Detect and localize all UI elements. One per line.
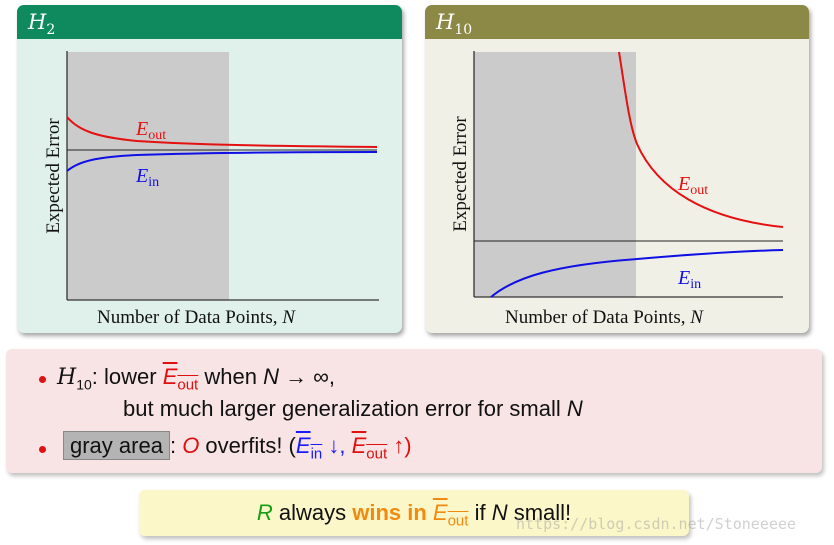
panel-h2: H2 Eout Ein Expected Error Number of Dat… <box>17 5 402 333</box>
ein-label: Ein <box>677 267 701 292</box>
bullet-dot-1 <box>39 376 46 383</box>
panel-h10-header: H10 <box>425 5 809 39</box>
panel-h10-body: Eout Ein Expected Error Number of Data P… <box>425 39 809 333</box>
panel-h2-title: H <box>28 10 47 34</box>
bullet-box: H10: lower Eout when N → ∞, but much lar… <box>6 349 822 473</box>
gray-area <box>67 52 229 300</box>
panel-h2-header: H2 <box>17 5 402 39</box>
panel-h2-body: Eout Ein Expected Error Number of Data P… <box>17 39 402 333</box>
ein-curve <box>66 151 378 172</box>
watermark: https://blog.csdn.net/Stoneeeee <box>516 515 796 533</box>
x-axis-label: Number of Data Points, N <box>97 307 296 328</box>
eout-curve <box>66 116 378 148</box>
gray-area-badge: gray area <box>63 431 170 460</box>
panel-h10: H10 Eout Ein Expected Error Number of Da… <box>425 5 809 333</box>
conclusion-box: R always wins in Eout if N small! <box>139 490 689 536</box>
bullet-2: gray area: O overfits! (Ein ↓, Eout ↑) <box>63 431 412 462</box>
conclusion-text: R always wins in Eout if N small! <box>256 500 572 530</box>
learning-curve-plot-h10: Eout Ein Expected Error Number of Data P… <box>450 51 784 328</box>
eout-label: Eout <box>677 173 708 198</box>
y-axis-label: Expected Error <box>43 118 64 234</box>
learning-curve-plot-h2: Eout Ein Expected Error Number of Data P… <box>43 51 379 328</box>
eout-label: Eout <box>135 118 166 143</box>
ein-label: Ein <box>135 165 159 190</box>
panel-h10-title: H <box>436 10 455 34</box>
panel-h10-title-sub: 10 <box>454 22 473 39</box>
bullet-1-line-1: H10: lower Eout when N → ∞, <box>57 364 335 394</box>
panel-h2-title-sub: 2 <box>46 22 56 39</box>
y-axis-label: Expected Error <box>450 116 471 232</box>
bullet-1-line-2: but much larger generalization error for… <box>123 396 583 421</box>
ein-curve <box>490 249 784 298</box>
eout-curve <box>618 51 784 228</box>
gray-area <box>474 52 636 297</box>
x-axis-label: Number of Data Points, N <box>505 307 704 328</box>
bullet-dot-2 <box>39 446 46 453</box>
